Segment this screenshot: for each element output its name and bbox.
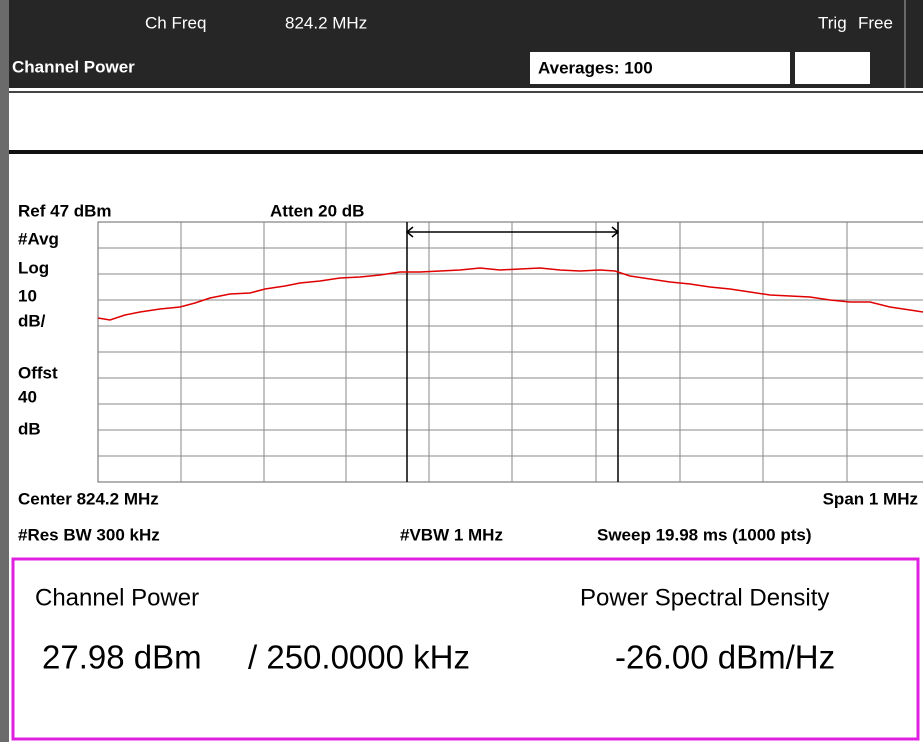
res-bw: #Res BW 300 kHz bbox=[18, 525, 160, 544]
ch-freq-label: Ch Freq bbox=[145, 13, 206, 32]
channel-power: 27.98 dBm bbox=[42, 639, 202, 676]
channel-markers bbox=[405, 222, 620, 482]
left-label: dB/ bbox=[18, 311, 46, 330]
bandwidth: / 250.0000 kHz bbox=[248, 639, 470, 676]
left-label: #Avg bbox=[18, 229, 59, 248]
ch-freq: 824.2 MHz bbox=[285, 13, 367, 32]
results-box bbox=[11, 557, 920, 741]
ref-level: Ref 47 dBm bbox=[18, 201, 112, 220]
sweep: Sweep 19.98 ms (1000 pts) bbox=[597, 525, 812, 544]
left-label: 40 bbox=[18, 387, 37, 406]
grid bbox=[97, 221, 923, 483]
left-label: 10 bbox=[18, 286, 37, 305]
left-edge bbox=[0, 0, 9, 742]
trig-value: Free bbox=[858, 13, 893, 32]
left-label: Log bbox=[18, 258, 49, 277]
trig-label: Trig bbox=[818, 13, 847, 32]
psd-label: Power Spectral Density bbox=[580, 584, 829, 611]
span: Span 1 MHz bbox=[823, 489, 918, 508]
averages-box bbox=[530, 52, 790, 84]
left-label: dB bbox=[18, 419, 41, 438]
mode-title: Channel Power bbox=[12, 57, 135, 76]
vbw: #VBW 1 MHz bbox=[400, 525, 503, 544]
left-labels: #Avg Log 10 dB/Offst 40 dB bbox=[18, 229, 59, 438]
averages: Averages: 100 bbox=[538, 58, 653, 77]
center-freq: Center 824.2 MHz bbox=[18, 489, 159, 508]
channel-power-label: Channel Power bbox=[35, 584, 199, 611]
left-label: Offst bbox=[18, 363, 58, 382]
psd: -26.00 dBm/Hz bbox=[615, 639, 835, 676]
atten: Atten 20 dB bbox=[270, 201, 364, 220]
trace bbox=[97, 267, 923, 321]
blank-box bbox=[795, 52, 870, 84]
